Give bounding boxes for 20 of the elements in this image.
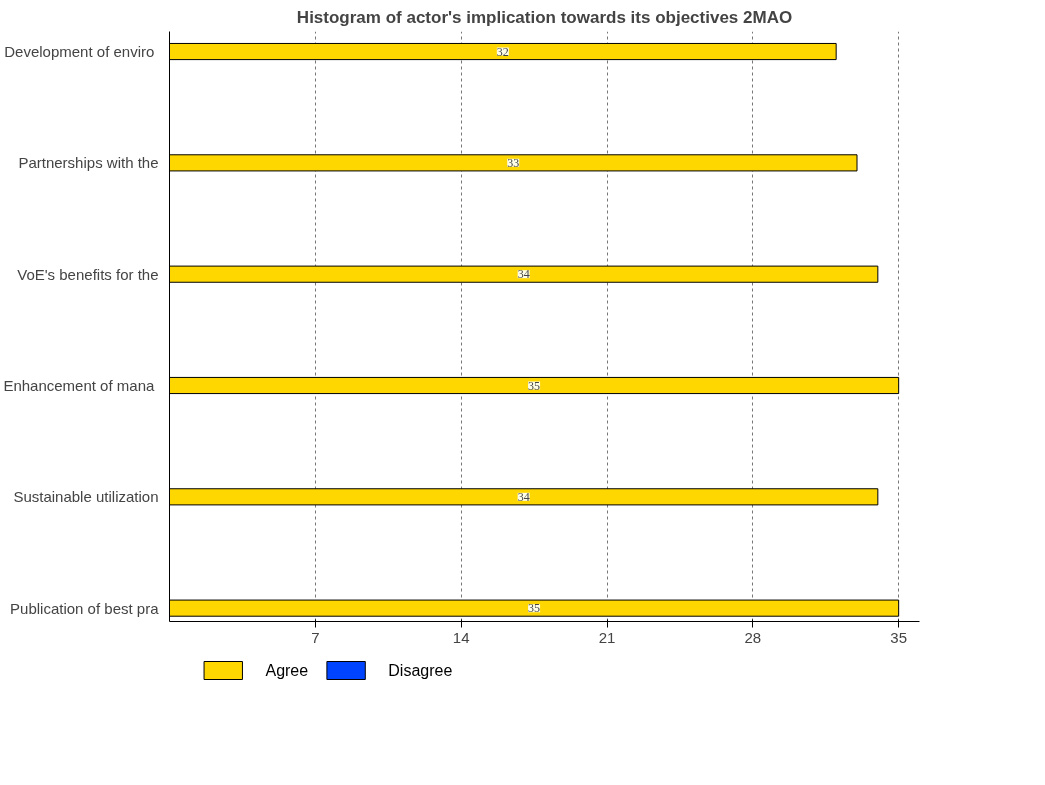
x-tick-label: 7: [311, 628, 320, 646]
data-label: 32: [496, 44, 509, 59]
data-label: 34: [517, 267, 530, 282]
x-tick-label: 28: [744, 628, 762, 646]
data-label: 35: [528, 378, 541, 393]
data-label: 33: [507, 155, 520, 170]
y-tick-label: Publication of best pra: [10, 599, 160, 617]
x-tick-label: 14: [452, 628, 470, 646]
y-tick-label: Development of enviro: [4, 43, 155, 61]
y-tick-label: Sustainable utilization: [13, 488, 159, 506]
x-tick-label: 35: [890, 628, 908, 646]
y-tick-label: VoE's benefits for the: [17, 265, 159, 283]
y-tick-label: Enhancement of mana: [3, 377, 155, 394]
chart-title: Histogram of actor's implication towards its objectives 2MAO: [296, 7, 793, 27]
data-label: 35: [528, 601, 541, 616]
data-label: 34: [517, 489, 530, 504]
legend-label: Disagree: [388, 662, 453, 679]
y-tick-label: Partnerships with the: [18, 154, 159, 172]
x-tick-label: 21: [598, 628, 616, 646]
legend-label: Agree: [265, 662, 309, 679]
